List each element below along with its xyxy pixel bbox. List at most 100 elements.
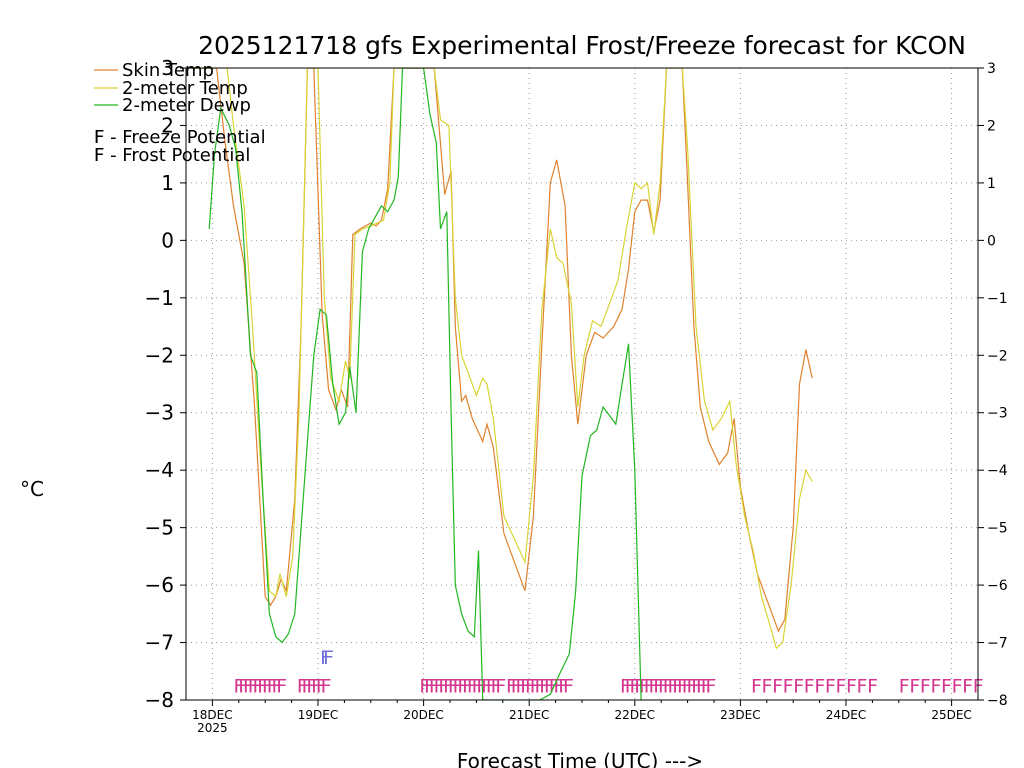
freeze-flag-mark: F — [486, 676, 497, 698]
y-tick-label-right: 0 — [987, 233, 996, 249]
freeze-flag-mark: F — [530, 676, 541, 698]
freeze-flag-mark: F — [563, 676, 574, 698]
freeze-flag-mark: F — [262, 676, 273, 698]
freeze-flag-mark: F — [438, 676, 449, 698]
y-tick-label: −1 — [145, 286, 174, 310]
y-tick-label: −2 — [145, 343, 174, 367]
freeze-flag-mark: F — [644, 676, 655, 698]
freeze-flag-mark: F — [634, 676, 645, 698]
freeze-flag-mark: F — [625, 676, 636, 698]
freeze-flag-mark: F — [672, 676, 683, 698]
freeze-flag-mark: F — [472, 676, 483, 698]
freeze-flag-mark: F — [630, 676, 641, 698]
freeze-flag-mark: F — [899, 676, 910, 698]
freeze-flag-mark: F — [506, 676, 517, 698]
freeze-flag-mark: F — [867, 676, 878, 698]
freeze-flag-mark: F — [658, 676, 669, 698]
freeze-flag-mark: F — [762, 676, 773, 698]
x-tick-label: 19DEC — [298, 708, 338, 722]
y-tick-label: −6 — [145, 573, 174, 597]
freeze-flag-mark: F — [434, 676, 445, 698]
y-tick-label-right: −7 — [987, 636, 1008, 652]
freeze-flag-mark: F — [668, 676, 679, 698]
y-tick-label: 0 — [161, 228, 174, 252]
freeze-flag-mark: F — [453, 676, 464, 698]
x-tick-label: 18DEC — [192, 708, 232, 722]
legend-label: 2-meter Temp — [122, 78, 248, 99]
y-tick-label-right: −5 — [987, 521, 1008, 537]
series-line-2-meter-temp — [186, 68, 813, 650]
freeze-flag-mark: F — [553, 676, 564, 698]
x-tick-label: 21DEC — [509, 708, 549, 722]
freeze-flag-mark: F — [539, 676, 550, 698]
y-tick-label: 1 — [161, 171, 174, 195]
legend-flag-swatch: F — [94, 127, 104, 148]
freeze-flag-mark: F — [558, 676, 569, 698]
freeze-flag-mark: F — [234, 676, 245, 698]
x-axis-label: Forecast Time (UTC) ---> — [457, 749, 703, 768]
freeze-flag-mark: F — [930, 676, 941, 698]
y-tick-label: 2 — [161, 113, 174, 137]
freeze-flag-mark: F — [306, 676, 317, 698]
freeze-flag-mark: F — [272, 676, 283, 698]
freeze-flag-mark: F — [962, 676, 973, 698]
freeze-flag-mark: F — [419, 676, 430, 698]
freeze-flag-mark: F — [783, 676, 794, 698]
y-tick-label-right: −4 — [987, 463, 1008, 479]
x-tick-label: 22DEC — [615, 708, 655, 722]
freeze-flag-mark: F — [311, 676, 322, 698]
freeze-flag-mark: F — [835, 676, 846, 698]
y-tick-label: −5 — [145, 516, 174, 540]
y-tick-label: −4 — [145, 458, 174, 482]
freeze-flag-mark: F — [457, 676, 468, 698]
freeze-flag-mark: F — [534, 676, 545, 698]
freeze-flag-mark: F — [443, 676, 454, 698]
freeze-flag-mark: F — [544, 676, 555, 698]
freeze-flag-mark: F — [677, 676, 688, 698]
freeze-flag-mark: F — [276, 676, 287, 698]
freeze-flag-mark: F — [302, 676, 313, 698]
legend-label: 2-meter Dewp — [122, 95, 251, 116]
frost-flag-mark: F — [323, 647, 334, 669]
y-tick-label-right: −6 — [987, 578, 1008, 594]
freeze-flag-mark: F — [495, 676, 506, 698]
freeze-flag-mark: F — [701, 676, 712, 698]
y-tick-label-right: −1 — [987, 291, 1008, 307]
freeze-flag-mark: F — [653, 676, 664, 698]
y-tick-label-right: −3 — [987, 406, 1008, 422]
y-axis-label: °C — [20, 477, 44, 501]
y-tick-label: −3 — [145, 401, 174, 425]
series-line-skin-temp — [186, 68, 813, 633]
freeze-flag-mark: F — [706, 676, 717, 698]
series-line-2-meter-dewp — [208, 68, 642, 700]
freeze-flag-mark: F — [857, 676, 868, 698]
freeze-flag-mark: F — [253, 676, 264, 698]
freeze-flag-mark: F — [491, 676, 502, 698]
y-tick-label: −8 — [145, 688, 174, 712]
grid — [186, 68, 978, 700]
freeze-flag-mark: F — [825, 676, 836, 698]
freeze-flag-mark: F — [804, 676, 815, 698]
freeze-flag-mark: F — [267, 676, 278, 698]
freeze-flag-mark: F — [429, 676, 440, 698]
freeze-flag-mark: F — [520, 676, 531, 698]
freeze-flag-mark: F — [481, 676, 492, 698]
freeze-flag-mark: F — [238, 676, 249, 698]
freeze-flag-mark: F — [687, 676, 698, 698]
freeze-flag-mark: F — [663, 676, 674, 698]
freeze-flag-mark: F — [316, 676, 327, 698]
chart-title: 2025121718 gfs Experimental Frost/Freeze… — [198, 31, 966, 60]
y-tick-label: 3 — [161, 56, 174, 80]
freeze-flag-mark: F — [639, 676, 650, 698]
freeze-flag-mark: F — [620, 676, 631, 698]
y-axis: −8 −8 −7 −7 −6 −6 −5 −5 −4 −4 −3 −3 −2 −2 −1 −1 0 0 1 1 2 2 3 3 — [145, 56, 1008, 712]
x-tick-label: 23DEC — [720, 708, 760, 722]
freeze-flag-mark: F — [248, 676, 259, 698]
freeze-flag-mark: F — [920, 676, 931, 698]
legend-label: F - Frost Potential — [94, 145, 250, 166]
legend-label: Skin Temp — [122, 60, 214, 81]
